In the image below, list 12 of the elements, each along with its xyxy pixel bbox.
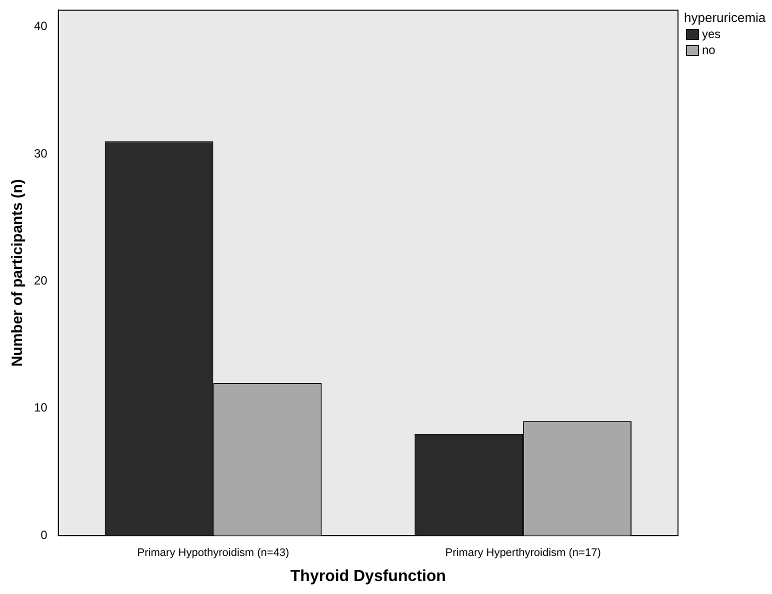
y-tick-label: 40: [34, 19, 48, 34]
y-tick-label: 0: [40, 528, 48, 542]
y-tick-label: 10: [34, 400, 48, 415]
legend-label: no: [702, 42, 716, 58]
y-tick-label: 30: [34, 146, 48, 160]
y-tick-label: 20: [34, 273, 48, 288]
legend-label: yes: [702, 26, 721, 42]
x-tick-label: Primary Hyperthyroidism (n=17): [445, 547, 601, 560]
x-tick-label: Primary Hypothyroidism (n=43): [137, 547, 290, 560]
legend-title: hyperuricemia: [684, 10, 766, 26]
x-axis-title: Thyroid Dysfunction: [290, 568, 446, 585]
y-axis-title: Number of participants (n): [9, 179, 26, 367]
